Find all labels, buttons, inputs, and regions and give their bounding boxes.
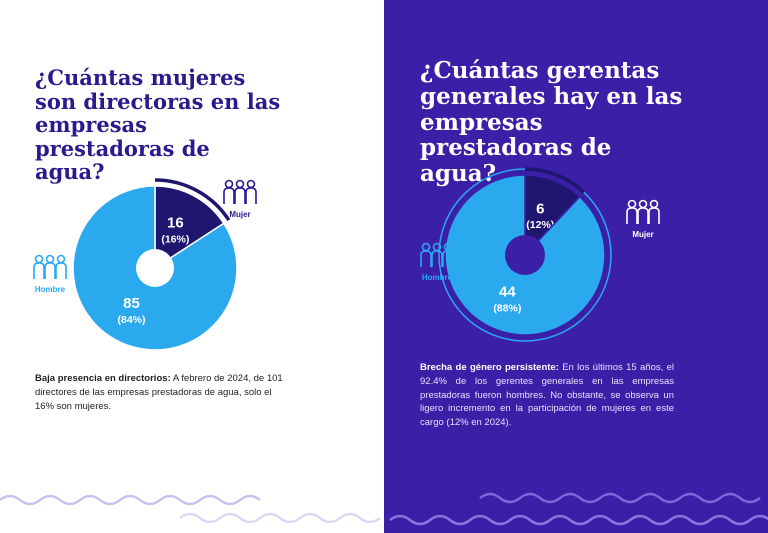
people-icon bbox=[420, 242, 454, 267]
title: ¿Cuántas mujeres son directoras en las e… bbox=[35, 65, 281, 185]
caption-lead: Brecha de género persistente: bbox=[420, 362, 559, 373]
title: ¿Cuántas gerentas generales hay en las e… bbox=[420, 57, 683, 187]
icon-head bbox=[56, 254, 66, 264]
icon-body bbox=[245, 187, 257, 204]
icon-head bbox=[421, 242, 431, 252]
icon-body bbox=[44, 262, 56, 279]
caption: Brecha de género persistente: En los últ… bbox=[420, 361, 674, 430]
icon-head bbox=[638, 199, 648, 209]
icon-body bbox=[234, 187, 246, 204]
icon-body bbox=[637, 207, 649, 224]
percent-label: (84%) bbox=[118, 314, 146, 326]
icon-body bbox=[442, 250, 454, 267]
value-label: 6 bbox=[536, 200, 544, 217]
slice-ring bbox=[524, 167, 586, 194]
percent-label: (88%) bbox=[493, 302, 521, 314]
caption-lead: Baja presencia en directorios: bbox=[35, 373, 171, 384]
icon-head bbox=[627, 199, 637, 209]
icon-body bbox=[55, 262, 67, 279]
icon-body bbox=[431, 250, 443, 267]
icon-body bbox=[33, 262, 45, 279]
percent-label: (12%) bbox=[526, 219, 554, 231]
wave bbox=[389, 514, 768, 526]
icon-body bbox=[223, 187, 235, 204]
icon-head bbox=[649, 199, 659, 209]
icon-head bbox=[246, 179, 256, 189]
legend-label: Mujer bbox=[632, 230, 653, 239]
legend-label: Mujer bbox=[229, 210, 250, 219]
pie-hole bbox=[136, 249, 174, 287]
wave bbox=[0, 494, 261, 506]
value-label: 85 bbox=[123, 295, 140, 312]
pie-slice bbox=[154, 185, 225, 270]
slice-ring bbox=[154, 178, 231, 222]
icon-head bbox=[34, 254, 44, 264]
value-label: 16 bbox=[167, 215, 184, 232]
pie-hole bbox=[505, 235, 545, 275]
value-label: 44 bbox=[499, 284, 516, 301]
wave bbox=[179, 512, 381, 524]
icon-head bbox=[235, 179, 245, 189]
people-icon bbox=[223, 179, 257, 204]
people-icon bbox=[33, 254, 67, 279]
caption: Baja presencia en directorios: A febrero… bbox=[35, 372, 287, 413]
percent-label: (16%) bbox=[161, 233, 189, 245]
icon-body bbox=[648, 207, 660, 224]
caption-text: A febrero de 2024, de 101 directores de … bbox=[35, 373, 283, 412]
icon-head bbox=[224, 179, 234, 189]
waves bbox=[0, 492, 768, 526]
caption-text: En los últimos 15 años, el 92.4% de los … bbox=[420, 362, 674, 429]
icon-body bbox=[420, 250, 432, 267]
legend-label: Hombre bbox=[422, 273, 453, 282]
people-icon bbox=[626, 199, 660, 224]
legend-label: Hombre bbox=[35, 285, 66, 294]
pie-slice bbox=[524, 174, 581, 257]
icon-head bbox=[45, 254, 55, 264]
wave bbox=[479, 492, 761, 504]
icon-body bbox=[626, 207, 638, 224]
